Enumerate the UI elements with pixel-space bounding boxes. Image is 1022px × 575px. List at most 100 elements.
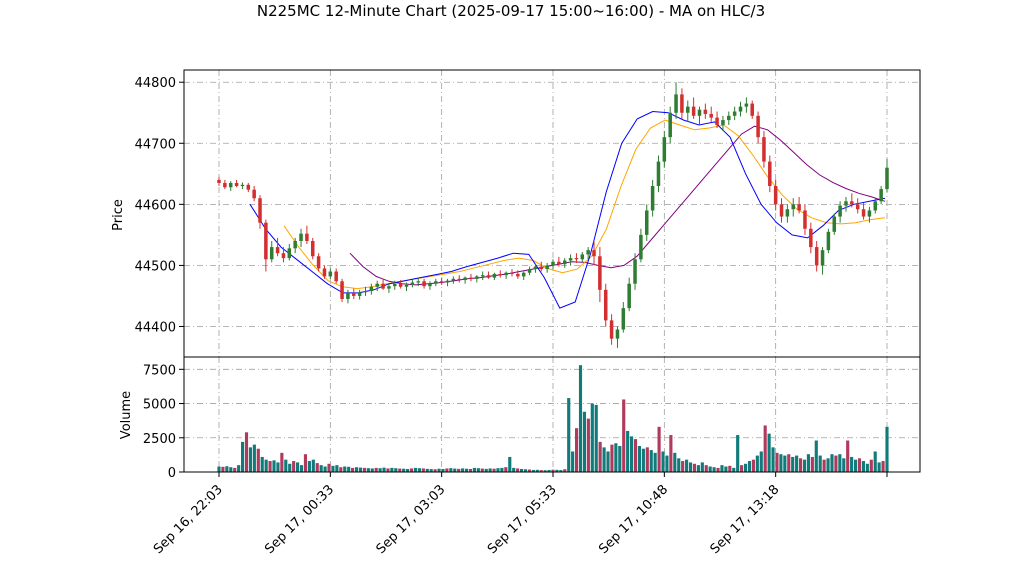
volume-bar [519, 468, 524, 472]
candle-body [680, 94, 684, 113]
moving-average-lines [249, 110, 886, 309]
volume-bar [292, 461, 296, 472]
volume-bar [398, 468, 402, 472]
volume-bar [374, 467, 378, 472]
volume-bar [484, 468, 488, 472]
volume-bar [531, 469, 535, 472]
volume-bar [645, 447, 649, 472]
volume-bar [830, 454, 834, 472]
volume-bar [555, 469, 559, 472]
candle-body [650, 186, 655, 211]
volume-bar [260, 456, 264, 472]
volume-bar [331, 465, 335, 472]
volume-bar [394, 468, 398, 472]
volume-bar [673, 452, 677, 472]
candle-body [352, 292, 356, 296]
volume-bar [846, 440, 850, 472]
price-y-axis-label: Price [111, 199, 126, 231]
volume-bar [567, 398, 571, 472]
candle-body [580, 254, 585, 260]
candle-body [381, 283, 385, 289]
candle-body [240, 184, 245, 187]
volume-bar [594, 404, 598, 472]
volume-bar [633, 439, 638, 472]
candle-body [557, 261, 561, 265]
price-gridlines [184, 70, 920, 357]
volume-bar [783, 455, 787, 472]
volume-bar [323, 466, 327, 472]
volume-bar [724, 466, 728, 472]
candle-body [750, 103, 754, 116]
candle-body [709, 113, 713, 118]
candle-body [457, 278, 462, 281]
volume-bar [413, 467, 418, 472]
volume-y-tick-label: 0 [168, 466, 176, 481]
volume-bar [461, 468, 465, 472]
candle-body [539, 266, 544, 270]
candle-body [410, 282, 415, 285]
candle-body [416, 281, 420, 283]
volume-bar [378, 468, 382, 472]
volume-bar [347, 466, 351, 472]
volume-bar [696, 465, 700, 472]
volume-bar [865, 463, 869, 472]
x-tick-label: Sep 17, 13:18 [708, 482, 783, 557]
volume-bar [610, 444, 614, 472]
candle-body [809, 228, 813, 248]
volume-bar [464, 468, 469, 472]
volume-bar [622, 399, 626, 472]
volume-bar [319, 465, 323, 472]
volume-bar [449, 468, 453, 472]
candle-body [803, 210, 807, 229]
volume-bar [453, 468, 457, 472]
volume-bar [543, 470, 547, 472]
candle-body [439, 281, 444, 283]
candle-body [691, 106, 696, 116]
volume-bar [669, 435, 673, 472]
volume-bar [850, 456, 854, 472]
volume-bar [795, 455, 799, 472]
price-plot-frame [183, 69, 921, 358]
volume-bar [496, 468, 500, 472]
volume-bar [688, 462, 693, 472]
candle-body [434, 281, 438, 284]
candle-body [398, 283, 403, 287]
candle-body [562, 260, 567, 265]
volume-bar [241, 441, 245, 472]
volume-bar [221, 466, 225, 472]
volume-bar [767, 433, 771, 472]
volume-bar [716, 467, 720, 472]
volume-bar [606, 451, 610, 472]
candle-body [721, 120, 725, 125]
candle-body [609, 320, 614, 339]
volume-bar [370, 468, 374, 472]
volume-bar [665, 455, 669, 472]
volume-bar [822, 459, 826, 472]
chart-title: N225MC 12-Minute Chart (2025-09-17 15:00… [257, 2, 765, 20]
candle-body [463, 277, 467, 281]
price-y-tick-label: 44500 [135, 259, 176, 274]
volume-bar [563, 469, 567, 472]
volume-bar [386, 468, 390, 472]
candle-body [855, 204, 860, 210]
price-y-ticks: 44400 44500 44600 44700 44800 [135, 76, 184, 335]
candle-body [310, 240, 315, 257]
candle-body [252, 189, 256, 199]
volume-bar [798, 458, 803, 472]
candle-body [516, 273, 520, 277]
candle-body [533, 266, 538, 270]
volume-bar [237, 465, 241, 472]
volume-bar [315, 463, 319, 472]
volume-bar [818, 455, 822, 472]
candle-body [574, 258, 579, 260]
volume-bar [339, 467, 343, 472]
candle-body [258, 198, 262, 223]
candle-body [615, 329, 620, 339]
candle-body [703, 109, 708, 114]
volume-bar [826, 458, 830, 472]
candle-body [592, 250, 596, 257]
volume-bar [441, 468, 445, 472]
candle-body [686, 106, 690, 113]
volume-bar [244, 432, 249, 472]
